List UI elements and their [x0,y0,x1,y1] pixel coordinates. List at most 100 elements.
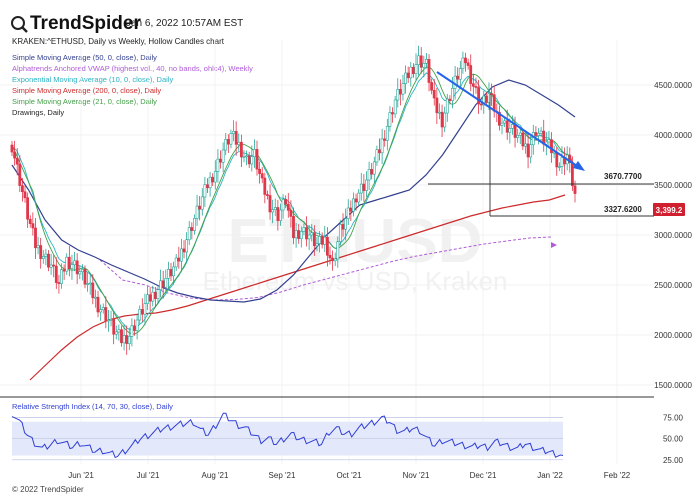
candle-up [143,303,147,315]
candle-up [537,133,540,136]
candle-down [430,82,434,91]
candle-down [31,223,35,229]
candle-down [104,307,108,321]
candle-down [484,95,488,103]
candle-up [216,158,220,172]
candle-up [65,256,69,272]
candle-down [297,230,301,239]
candle-up [453,75,457,89]
candle-down [474,86,478,88]
candle-down [328,255,332,259]
candle-down [378,149,381,154]
candle-down [411,66,415,74]
candle-up [88,282,92,285]
candle-down [148,294,152,302]
candle-up [167,269,170,279]
watermark-name: Ethereum vs USD, Kraken [203,266,508,296]
candle-down [448,98,452,101]
candle-up [385,126,389,141]
candle-down [182,248,186,253]
candle-up [359,183,363,194]
candle-down [477,87,481,105]
rsi-label: Relative Strength Index (14, 70, 30, clo… [12,402,173,411]
candle-up [299,231,303,239]
candle-down [471,83,475,87]
candle-down [289,210,293,217]
candle-up [60,269,63,284]
candle-up [107,319,110,322]
candle-up [156,289,160,299]
candle-down [497,111,501,126]
candle-up [174,257,178,268]
candle-up [221,149,225,163]
brand-name: TrendSpider [30,13,141,34]
time-tick-label: Nov '21 [403,471,430,480]
rsi-axis: 75.00 50.00 25.00 [663,413,684,464]
candle-up [458,68,462,80]
candle-up [518,132,522,136]
candle-up [547,139,551,143]
candle-up [531,132,535,146]
candle-up [344,218,348,230]
candle-down [362,183,366,191]
time-tick-label: Jul '21 [137,471,160,480]
candle-up [396,89,400,101]
candle-up [232,131,236,134]
candle-down [341,224,345,230]
candle-up [99,309,103,313]
candle-down [263,177,267,195]
candle-up [151,291,155,302]
candle-up [195,205,199,219]
candle-down [125,335,129,344]
candle-up [208,176,212,189]
candle-up [336,241,340,260]
level-label-resistance: 3670.7700 [604,172,642,181]
candle-up [237,141,241,145]
candle-up [375,149,379,163]
candle-up [451,88,454,101]
candle-up [372,161,376,175]
candle-down [190,227,194,231]
candle-up [253,149,256,157]
candle-up [510,124,514,129]
candle-down [398,89,402,95]
time-tick-label: Jun '21 [68,471,94,480]
candle-up [333,258,337,262]
candle-up [461,57,465,69]
candle-down [312,232,316,247]
candle-up [138,309,142,321]
candle-down [198,205,202,210]
candle-up [539,130,543,134]
candle-down [226,139,230,145]
rsi-tick-label: 25.00 [663,456,684,465]
candle-down [247,155,251,165]
candle-down [550,139,553,154]
candle-up [503,120,507,124]
candle-down [10,144,14,153]
candle-down [54,265,58,283]
candle-up [346,207,350,219]
candle-up [393,99,397,115]
candle-up [367,169,371,181]
candle-up [200,196,204,210]
downtrend-line[interactable] [436,71,581,169]
candle-down [15,157,19,165]
candle-down [169,269,173,277]
candle-down [406,72,410,79]
vwap-arrow-marker [551,242,557,248]
candle-down [526,143,530,158]
legend-item: Simple Moving Average (21, 0, close), Da… [12,97,157,106]
candle-down [268,195,272,213]
candle-down [284,199,288,205]
candle-up [73,260,77,265]
candle-down [154,291,157,300]
candle-up [516,135,520,138]
vwap-line [99,236,553,301]
candle-down [490,93,494,95]
candle-up [242,156,246,158]
candle-down [440,111,444,128]
candle-down [570,162,574,187]
candle-up [135,319,139,331]
